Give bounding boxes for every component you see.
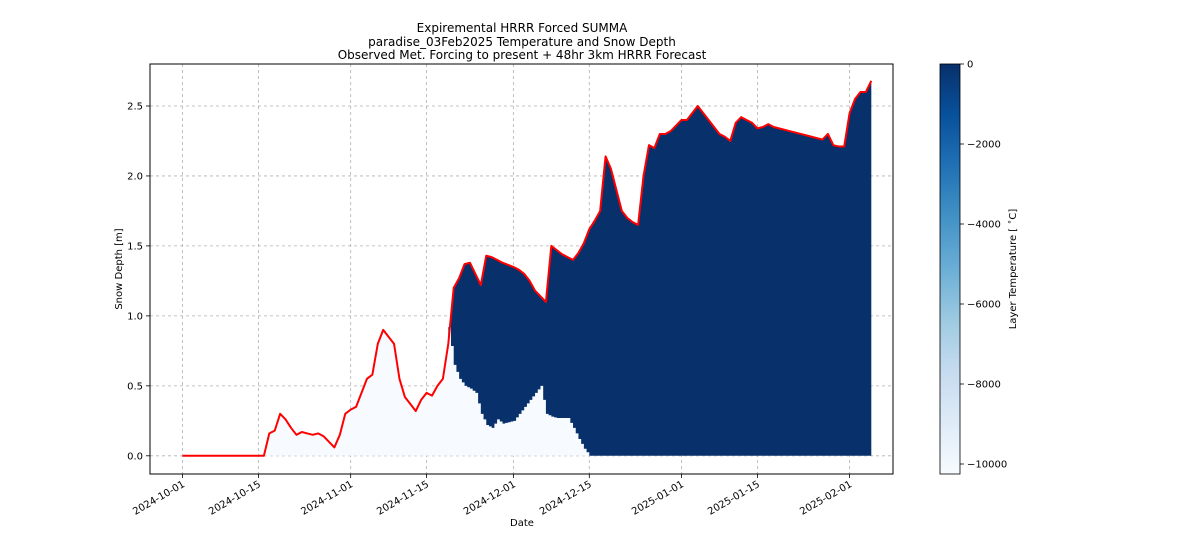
colorbar-tick-label: −10000 [967, 460, 1007, 471]
colorbar-tick-label: −2000 [967, 140, 1001, 151]
y-tick-label: 2.0 [127, 171, 143, 182]
colorbar-label: Layer Temperature [ ∘C] [1005, 209, 1019, 330]
colorbar-tick-label: −4000 [967, 220, 1001, 231]
x-tick-label: 2024-11-01 [299, 479, 355, 518]
y-tick-label: 1.0 [127, 311, 143, 322]
x-tick-label: 2024-12-01 [462, 479, 518, 518]
chart-title-line-1: Expiremental HRRR Forced SUMMA [417, 21, 628, 35]
colorbar-tick-label: 0 [967, 60, 973, 71]
x-tick-label: 2025-01-15 [706, 479, 762, 518]
snow-depth-series [182, 80, 873, 457]
colorbar-ticks: 0 −2000 −4000 −6000 −8000 −10000 [960, 60, 1007, 471]
colorbar-tick-label: −6000 [967, 300, 1001, 311]
colorbar [939, 63, 961, 475]
plot-frame [149, 63, 894, 475]
y-axis-label: Snow Depth [m] [114, 228, 125, 309]
x-tick-label: 2024-11-15 [375, 479, 431, 518]
x-tick-label: 2024-12-15 [538, 479, 594, 518]
y-tick-label: 2.5 [127, 101, 143, 112]
plot-area: 2024-10-01 2024-10-15 2024-11-01 2024-11-15… [127, 63, 894, 518]
y-axis-ticks: 0.0 0.5 1.0 1.5 2.0 2.5 [127, 101, 150, 462]
y-tick-label: 0.5 [127, 381, 143, 392]
x-axis-ticks: 2024-10-01 2024-10-15 2024-11-01 2024-11-15… [131, 474, 854, 518]
chart-title-line-3: Observed Met. Forcing to present + 48hr … [338, 48, 707, 62]
x-tick-label: 2025-02-01 [798, 479, 854, 518]
x-tick-label: 2024-10-15 [207, 479, 263, 518]
colorbar-tick-label: −8000 [967, 380, 1001, 391]
warm-layer-fill [448, 80, 872, 456]
y-tick-label: 0.0 [127, 451, 143, 462]
x-tick-label: 2024-10-01 [131, 479, 187, 518]
snow-depth-line [182, 80, 873, 457]
degree-symbol: ∘ [1005, 220, 1014, 225]
x-axis-label: Date [510, 518, 534, 529]
chart-title-line-2: paradise_03Feb2025 Temperature and Snow … [368, 35, 676, 49]
x-tick-label: 2025-01-01 [630, 479, 686, 518]
temperature-fill [182, 80, 872, 456]
y-tick-label: 1.5 [127, 241, 143, 252]
